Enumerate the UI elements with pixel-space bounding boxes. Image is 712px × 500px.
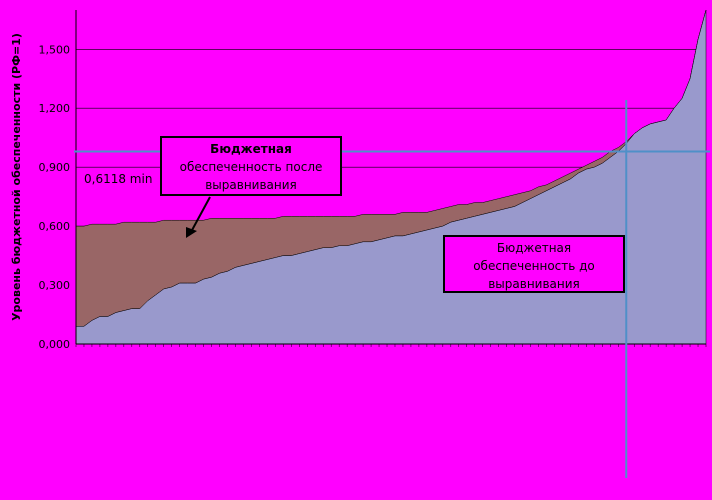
before-box-line-2: обеспеченность до: [473, 259, 595, 273]
after-box-line-2: обеспеченность после: [179, 160, 323, 174]
after-box-line-3: выравнивания: [205, 178, 297, 192]
before-equalization-box: Бюджетная обеспеченность до выравнивания: [443, 235, 625, 293]
before-box-line-1: Бюджетная: [496, 241, 572, 255]
y-axis-label: Уровень бюджетной обеспеченности (РФ=1): [10, 33, 23, 321]
y-tick-label: 0,600: [39, 220, 71, 233]
annotation-arrow-line: [190, 196, 211, 233]
after-equalization-box: Бюджетная обеспеченность после выравнива…: [160, 136, 342, 196]
y-tick-label: 0,000: [39, 338, 71, 351]
y-tick-label: 1,500: [39, 43, 71, 56]
y-tick-label: 0,300: [39, 279, 71, 292]
annotation-arrow-head: [186, 227, 197, 238]
y-tick-label: 0,900: [39, 161, 71, 174]
before-box-line-3: выравнивания: [488, 277, 580, 291]
after-box-line-1: Бюджетная: [210, 142, 292, 156]
min-annotation: 0,6118 min: [84, 172, 152, 186]
y-tick-label: 1,200: [39, 102, 71, 115]
